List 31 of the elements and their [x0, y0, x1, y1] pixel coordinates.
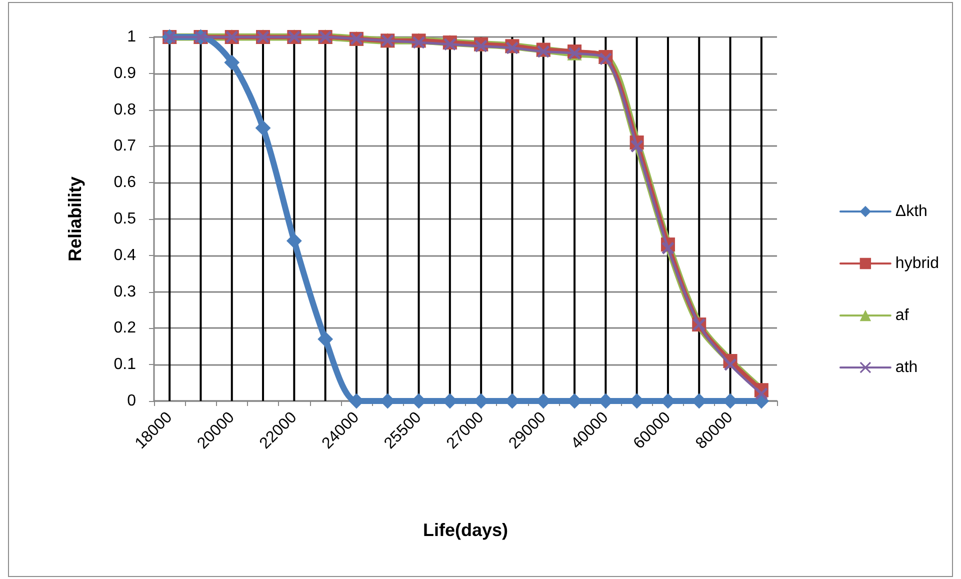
point [600, 52, 612, 65]
point [537, 46, 550, 58]
y-tick-label: 0.7 [114, 138, 136, 155]
y-tick-label: 0.3 [114, 283, 136, 300]
point [224, 54, 240, 70]
point [724, 358, 736, 371]
y-tick-label: 0.5 [114, 210, 136, 228]
y-tick-label: 0.8 [114, 101, 136, 118]
legend-label: ath [895, 359, 918, 376]
legend-label: Δkth [895, 203, 928, 220]
point [286, 233, 302, 248]
point [318, 332, 333, 347]
point [506, 42, 518, 54]
point [256, 120, 271, 136]
y-axis-title: Reliability [65, 176, 85, 262]
y-tick-label: 0.1 [114, 356, 136, 374]
point [475, 40, 488, 52]
y-tick-label: 0.9 [114, 64, 136, 82]
y-tick-label: 0.2 [114, 320, 136, 337]
point [755, 388, 768, 400]
point [662, 242, 674, 254]
y-tick-label: 1 [127, 28, 136, 46]
x-axis-title: Life(days) [422, 520, 508, 540]
point [412, 36, 425, 48]
point [444, 38, 456, 50]
legend-label: af [895, 307, 910, 324]
point [630, 140, 643, 152]
legend-label: hybrid [895, 255, 939, 272]
y-tick-label: 0 [127, 392, 136, 410]
y-tick-label: 0.6 [114, 174, 136, 192]
y-tick-label: 0.4 [114, 246, 136, 264]
